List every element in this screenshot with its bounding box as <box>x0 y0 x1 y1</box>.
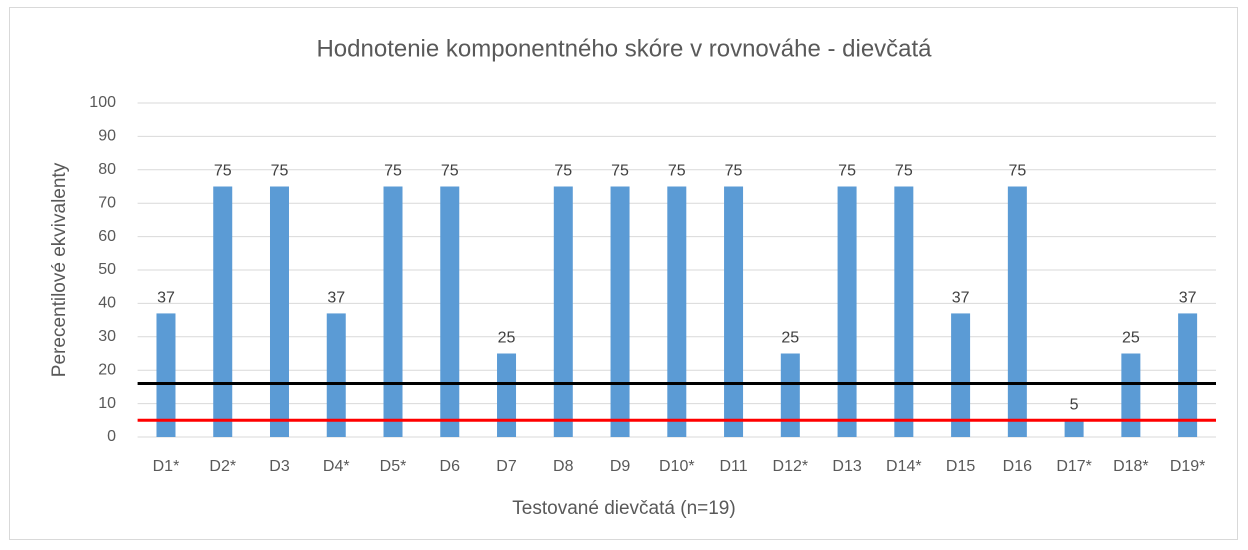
y-tick-label: 80 <box>98 161 116 178</box>
y-tick-label: 10 <box>98 395 116 412</box>
x-tick-label: D19* <box>1170 458 1206 475</box>
x-tick-label: D10* <box>659 458 695 475</box>
x-tick-label: D2* <box>209 458 236 475</box>
y-tick-label: 60 <box>98 228 116 245</box>
data-label: 75 <box>668 163 686 180</box>
x-tick-label: D12* <box>773 458 809 475</box>
bar <box>610 186 630 437</box>
data-label: 75 <box>895 163 913 180</box>
x-tick-label: D11 <box>719 458 747 475</box>
x-tick-label: D9 <box>610 458 631 475</box>
bar <box>383 186 403 437</box>
bar <box>1178 313 1198 437</box>
data-label: 75 <box>271 163 289 180</box>
bar <box>326 313 346 437</box>
x-tick-label: D6 <box>440 458 461 475</box>
data-label: 75 <box>384 163 402 180</box>
x-tick-label: D17* <box>1056 458 1092 475</box>
x-tick-label: D16 <box>1003 458 1032 475</box>
data-label: 75 <box>1008 163 1026 180</box>
data-label: 75 <box>838 163 856 180</box>
y-tick-label: 30 <box>98 328 116 345</box>
bar <box>724 186 744 437</box>
x-tick-label: D18* <box>1113 458 1149 475</box>
bar <box>497 353 517 437</box>
x-tick-label: D1* <box>153 458 180 475</box>
y-axis-title: Perecentilové ekvivalenty <box>49 162 70 377</box>
x-tick-label: D3 <box>269 458 290 475</box>
chart-title: Hodnotenie komponentného skóre v rovnová… <box>316 35 932 62</box>
bar <box>553 186 573 437</box>
bar <box>156 313 176 437</box>
x-tick-label: D14* <box>886 458 922 475</box>
x-tick-label: D7 <box>496 458 517 475</box>
bar <box>213 186 233 437</box>
data-label: 75 <box>214 163 232 180</box>
bar <box>780 353 800 437</box>
data-label: 37 <box>327 290 345 307</box>
bar <box>440 186 460 437</box>
data-label: 5 <box>1070 397 1079 414</box>
data-label: 25 <box>781 330 799 347</box>
y-tick-label: 70 <box>98 194 116 211</box>
y-tick-label: 0 <box>107 428 116 445</box>
x-tick-label: D15 <box>946 458 975 475</box>
bar <box>269 186 289 437</box>
bar <box>1007 186 1027 437</box>
x-tick-label: D8 <box>553 458 574 475</box>
x-tick-label: D13 <box>832 458 861 475</box>
data-label: 75 <box>554 163 572 180</box>
bar <box>1121 353 1141 437</box>
bar <box>1064 420 1084 437</box>
data-label: 37 <box>1179 290 1197 307</box>
data-label: 75 <box>611 163 629 180</box>
data-label: 75 <box>725 163 743 180</box>
data-label: 37 <box>952 290 970 307</box>
x-axis-title: Testované dievčatá (n=19) <box>512 498 735 519</box>
data-label: 25 <box>498 330 516 347</box>
data-label: 75 <box>441 163 459 180</box>
y-tick-label: 100 <box>89 94 116 111</box>
bar <box>837 186 857 437</box>
bar <box>894 186 914 437</box>
x-tick-label: D5* <box>380 458 407 475</box>
bar <box>667 186 687 437</box>
y-tick-label: 20 <box>98 361 116 378</box>
y-tick-label: 40 <box>98 295 116 312</box>
bar <box>951 313 971 437</box>
x-tick-label: D4* <box>323 458 350 475</box>
data-label: 25 <box>1122 330 1140 347</box>
y-tick-label: 90 <box>98 128 116 145</box>
y-tick-label: 50 <box>98 261 116 278</box>
data-label: 37 <box>157 290 175 307</box>
